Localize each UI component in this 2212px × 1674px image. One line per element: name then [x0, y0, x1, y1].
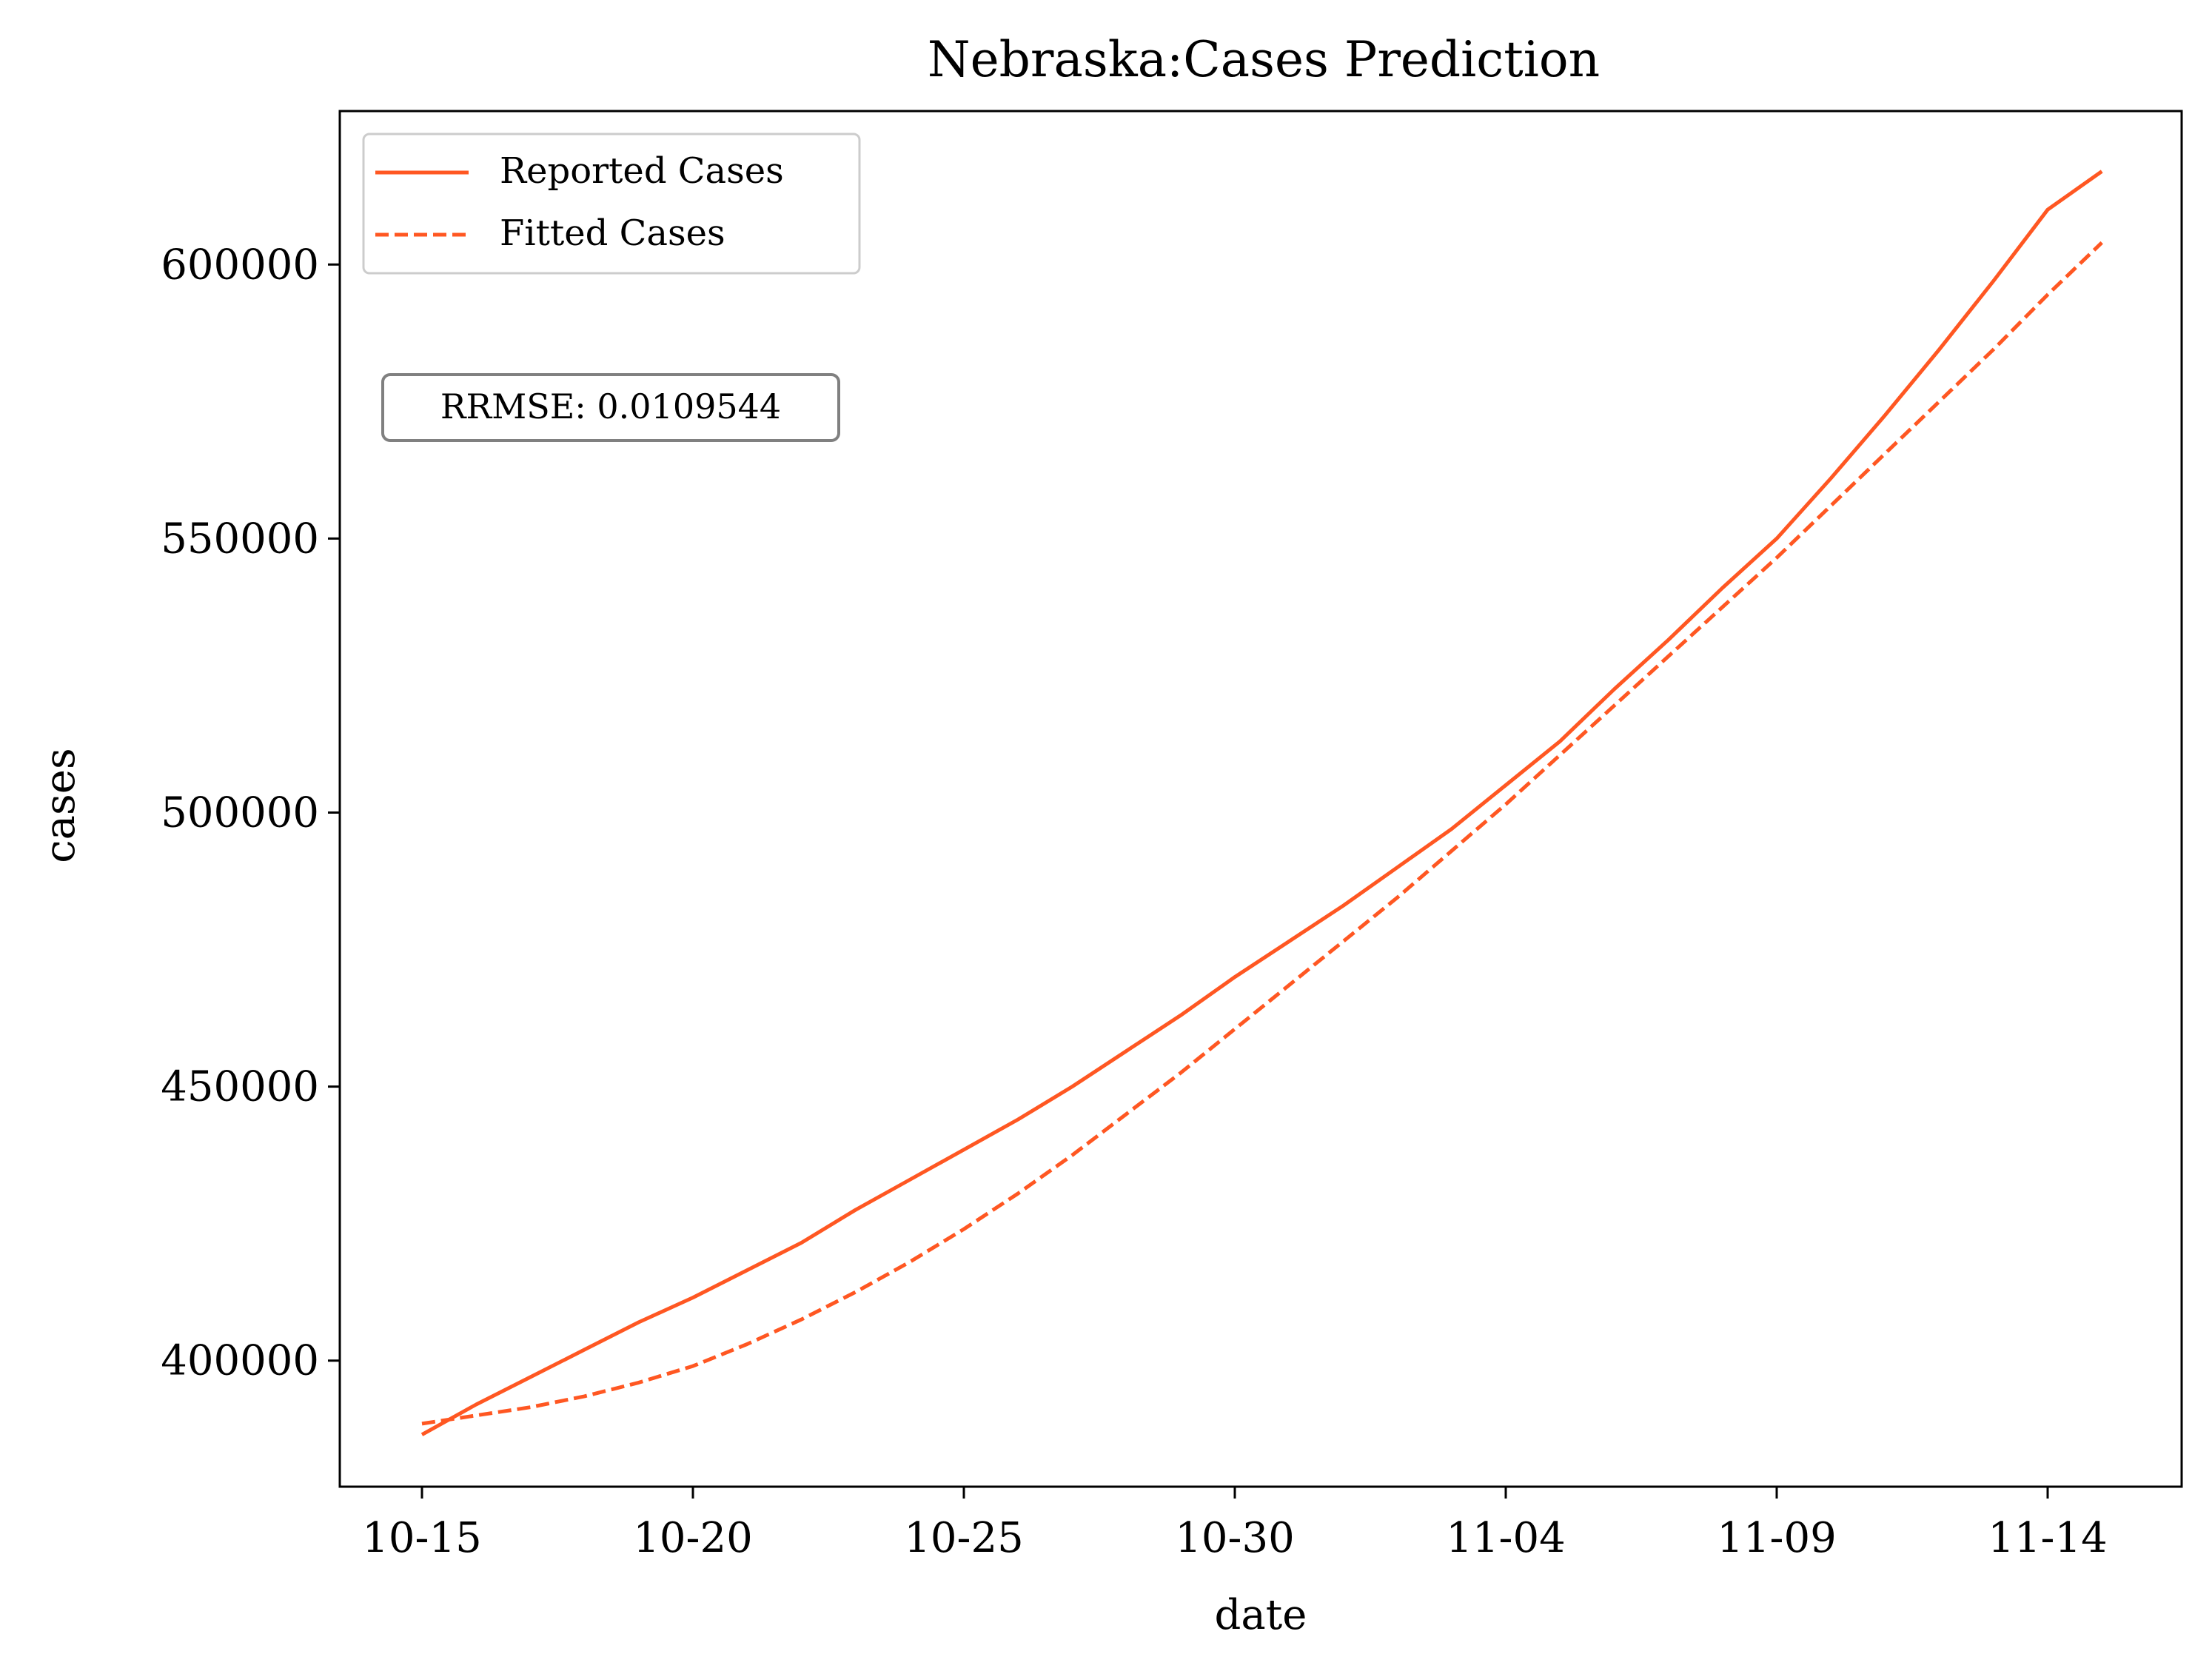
x-tick-label: 10-25	[904, 1514, 1023, 1562]
y-tick-label: 450000	[161, 1063, 319, 1111]
legend: Reported Cases Fitted Cases	[362, 133, 861, 275]
x-tick-label: 11-09	[1717, 1514, 1836, 1562]
x-axis-label: date	[1215, 1591, 1307, 1639]
y-tick-label: 600000	[161, 241, 319, 289]
x-tick-label: 10-15	[362, 1514, 481, 1562]
series-line-fitted	[421, 241, 2103, 1426]
x-tick-label: 10-30	[1175, 1514, 1294, 1562]
y-tick-label: 550000	[161, 515, 319, 563]
legend-frame	[362, 133, 861, 275]
x-tick-label: 11-04	[1446, 1514, 1565, 1562]
y-tick-label: 400000	[161, 1337, 319, 1385]
y-axis: 400000 450000 500000 550000 600000	[161, 241, 340, 1385]
x-tick-label: 10-20	[633, 1514, 752, 1562]
series-layer	[420, 170, 2103, 1436]
legend-label-fitted: Fitted Cases	[500, 212, 725, 254]
x-axis: 10-15 10-20 10-25 10-30 11-04 11-09 11-14	[362, 1487, 2108, 1562]
legend-label-reported: Reported Cases	[500, 150, 784, 192]
rrmse-annotation: RRMSE: 0.0109544	[381, 373, 840, 442]
x-tick-label: 11-14	[1988, 1514, 2107, 1562]
chart-title: Nebraska:Cases Prediction	[928, 31, 1600, 88]
plot-frame	[338, 110, 2183, 1488]
annotation-text: RRMSE: 0.0109544	[440, 386, 781, 426]
y-tick-label: 500000	[161, 789, 319, 837]
series-line-reported	[420, 170, 2103, 1436]
annotation-box	[381, 373, 840, 442]
y-axis-label: cases	[36, 748, 84, 863]
